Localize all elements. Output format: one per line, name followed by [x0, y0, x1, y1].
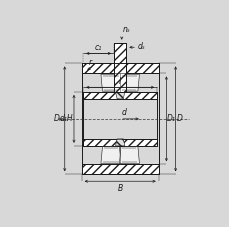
Polygon shape — [101, 74, 120, 91]
Polygon shape — [81, 164, 158, 174]
Text: D: D — [176, 114, 181, 123]
Text: l: l — [119, 77, 121, 86]
Polygon shape — [83, 139, 156, 146]
Text: d: d — [121, 108, 126, 116]
Text: nₛ: nₛ — [122, 25, 130, 34]
Text: dₛ: dₛ — [137, 42, 145, 51]
Text: D₁: D₁ — [166, 114, 175, 123]
Text: r: r — [88, 57, 91, 67]
Text: c₁: c₁ — [95, 43, 102, 52]
Polygon shape — [114, 43, 126, 92]
Polygon shape — [119, 74, 139, 91]
Polygon shape — [115, 139, 124, 146]
Text: B: B — [117, 184, 122, 192]
Text: Dₘ: Dₘ — [53, 114, 64, 123]
Polygon shape — [81, 63, 158, 74]
Text: d₁H: d₁H — [59, 114, 73, 123]
Polygon shape — [119, 147, 139, 163]
Polygon shape — [101, 147, 120, 163]
Polygon shape — [83, 92, 156, 99]
Polygon shape — [115, 92, 124, 99]
